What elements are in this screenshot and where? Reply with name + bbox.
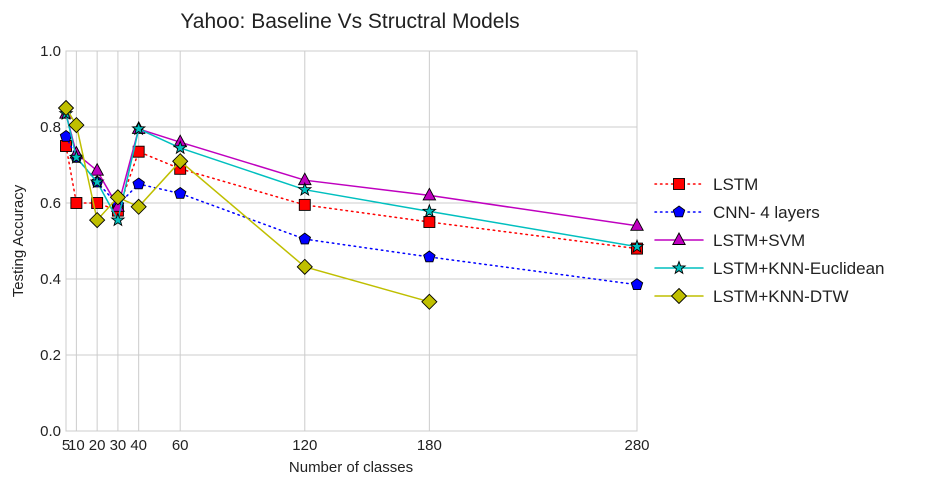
- data-point: [630, 217, 644, 231]
- legend-entry: LSTM+SVM: [654, 231, 805, 250]
- data-point: [130, 198, 147, 215]
- data-point: [132, 177, 145, 190]
- y-tick-label: 0.2: [40, 347, 61, 364]
- series-layer: [57, 99, 645, 310]
- data-point: [421, 293, 438, 310]
- data-point: [90, 162, 105, 176]
- legend-marker: [672, 205, 686, 218]
- data-point: [173, 186, 187, 199]
- y-tick-label: 0.0: [40, 423, 61, 440]
- grid: [65, 50, 638, 432]
- data-point: [421, 203, 437, 218]
- x-tick-label: 30: [110, 437, 127, 454]
- y-axis-label: Testing Accuracy: [10, 184, 27, 297]
- y-tick-label: 0.4: [40, 271, 61, 288]
- series-line: [65, 107, 431, 303]
- legend-entry: CNN- 4 layers: [654, 203, 820, 222]
- legend-entry: LSTM+KNN-DTW: [654, 287, 849, 306]
- x-tick-label: 5: [62, 437, 70, 454]
- y-tick-label: 0.8: [40, 119, 61, 136]
- series-line: [65, 112, 638, 227]
- y-tick-label: 0.6: [40, 195, 61, 212]
- data-point: [629, 238, 645, 254]
- x-tick-label: 40: [130, 437, 147, 454]
- legend-label: LSTM+SVM: [713, 231, 805, 250]
- x-tick-label: 280: [624, 437, 649, 454]
- data-point: [630, 278, 644, 290]
- legend-marker: [673, 178, 685, 190]
- data-point: [423, 216, 436, 228]
- chart-title: Yahoo: Baseline Vs Structral Models: [180, 10, 519, 33]
- legend-label: LSTM+KNN-Euclidean: [713, 259, 885, 278]
- series-1: [59, 129, 644, 290]
- data-point: [422, 187, 437, 201]
- data-point: [131, 121, 147, 136]
- plot-frame: [65, 50, 638, 432]
- data-point: [89, 211, 106, 229]
- data-point: [68, 116, 85, 134]
- data-point: [68, 149, 84, 164]
- data-point: [70, 197, 83, 209]
- data-point: [298, 232, 312, 245]
- y-tick-label: 1.0: [40, 43, 61, 60]
- legend-marker: [672, 232, 686, 245]
- data-point: [172, 140, 188, 155]
- data-point: [296, 258, 313, 275]
- data-point: [297, 181, 313, 197]
- legend-label: LSTM: [713, 175, 758, 194]
- data-point: [89, 174, 105, 189]
- data-point: [423, 250, 436, 263]
- data-point: [57, 99, 75, 117]
- data-point: [172, 153, 189, 170]
- x-tick-label: 10: [68, 437, 85, 454]
- legend-label: LSTM+KNN-DTW: [713, 287, 849, 306]
- tick-labels: 0.0 0.2 0.4 0.6 0.8 1.0 510 20 30 40 60 120 180 280: [40, 43, 649, 454]
- x-tick-label: 120: [292, 437, 317, 454]
- data-point: [91, 197, 104, 209]
- data-point: [109, 189, 127, 206]
- data-point: [60, 140, 72, 152]
- legend-label: CNN- 4 layers: [713, 203, 820, 222]
- series-3: [58, 105, 645, 254]
- legend: LSTM CNN- 4 layers LSTM+SVM LSTM+KNN-Euclid…: [654, 175, 885, 306]
- data-point: [110, 212, 126, 227]
- data-point: [298, 198, 311, 211]
- series-4: [57, 99, 438, 310]
- legend-entry: LSTM+KNN-Euclidean: [654, 259, 885, 278]
- x-tick-label: 60: [172, 437, 189, 454]
- legend-marker: [671, 260, 687, 275]
- x-tick-label: 180: [417, 437, 442, 454]
- legend-entry: LSTM: [654, 175, 758, 194]
- x-tick-label: 20: [89, 437, 106, 454]
- legend-marker: [670, 287, 688, 305]
- x-axis-label: Number of classes: [289, 459, 413, 476]
